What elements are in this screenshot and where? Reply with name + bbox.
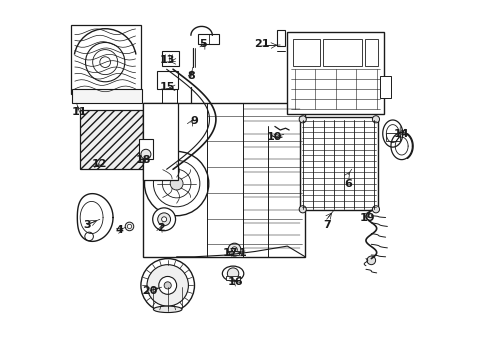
Text: 7: 7 — [322, 220, 330, 230]
Bar — [80, 111, 142, 169]
Circle shape — [85, 42, 124, 82]
Bar — [365, 39, 377, 66]
Circle shape — [164, 282, 171, 289]
Bar — [323, 39, 362, 66]
Text: 12: 12 — [92, 159, 107, 169]
Circle shape — [127, 224, 131, 229]
Bar — [225, 276, 240, 280]
Circle shape — [169, 166, 176, 173]
Text: 5: 5 — [199, 39, 207, 49]
Circle shape — [299, 116, 305, 123]
Ellipse shape — [222, 266, 244, 281]
Text: 19: 19 — [359, 212, 375, 222]
Circle shape — [170, 177, 183, 190]
Bar — [380, 76, 390, 98]
Text: 6: 6 — [344, 179, 351, 189]
Bar — [142, 103, 305, 257]
Circle shape — [93, 50, 118, 75]
Circle shape — [372, 116, 379, 123]
Text: 20: 20 — [142, 286, 157, 296]
Bar — [292, 39, 319, 66]
Circle shape — [227, 243, 241, 256]
Circle shape — [372, 206, 379, 213]
Circle shape — [227, 268, 238, 279]
Text: 11: 11 — [72, 107, 87, 117]
Text: 18: 18 — [136, 156, 151, 165]
Circle shape — [162, 217, 166, 222]
Text: 13: 13 — [160, 55, 175, 65]
Circle shape — [366, 256, 375, 265]
Text: 16: 16 — [227, 277, 243, 287]
Ellipse shape — [153, 306, 182, 312]
Bar — [162, 51, 179, 66]
Bar — [139, 139, 152, 158]
Text: 4: 4 — [115, 225, 123, 235]
Circle shape — [231, 247, 237, 252]
Circle shape — [125, 222, 134, 231]
Circle shape — [141, 149, 151, 159]
Bar — [287, 32, 383, 114]
Bar — [72, 89, 142, 103]
Text: 10: 10 — [266, 132, 282, 142]
Bar — [157, 71, 177, 89]
Circle shape — [147, 265, 188, 306]
Bar — [276, 30, 284, 46]
Text: 21: 21 — [253, 39, 269, 49]
Circle shape — [141, 258, 194, 312]
Circle shape — [157, 213, 170, 226]
Circle shape — [152, 208, 175, 231]
Circle shape — [162, 169, 190, 198]
Text: 1: 1 — [238, 248, 246, 258]
Bar — [385, 133, 399, 141]
Text: 9: 9 — [190, 116, 198, 126]
Text: 17: 17 — [222, 248, 238, 258]
Circle shape — [299, 206, 305, 213]
Text: 14: 14 — [393, 129, 408, 139]
Text: 8: 8 — [186, 71, 194, 81]
Bar — [229, 251, 239, 255]
Circle shape — [100, 57, 110, 67]
Bar — [299, 117, 378, 210]
Circle shape — [153, 160, 200, 207]
Text: 3: 3 — [83, 220, 91, 230]
Bar — [142, 103, 178, 180]
Bar — [198, 33, 219, 44]
Bar — [71, 24, 141, 94]
Text: 15: 15 — [160, 82, 175, 92]
Circle shape — [159, 276, 176, 294]
Text: 2: 2 — [156, 223, 164, 233]
Circle shape — [144, 152, 208, 216]
Circle shape — [84, 232, 93, 241]
